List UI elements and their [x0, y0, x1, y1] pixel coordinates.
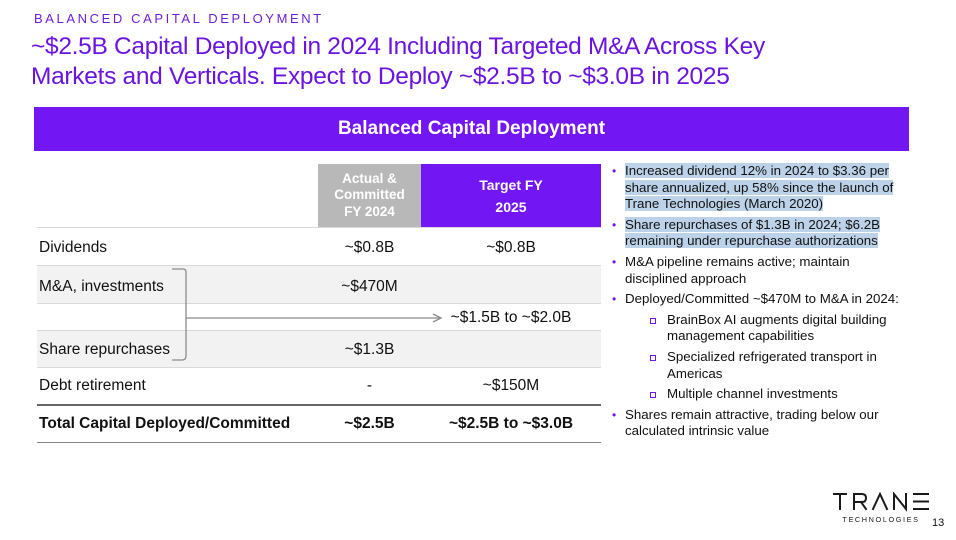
header-actual-line2: Committed	[334, 187, 405, 203]
row-label: Dividends	[39, 239, 108, 256]
row-target: ~$2.5B to ~$3.0B	[448, 415, 574, 432]
table-divider	[37, 265, 601, 266]
row-target: ~$1.5B to ~$2.0B	[450, 309, 572, 326]
table-divider	[37, 367, 601, 368]
bracket-arrow	[172, 268, 443, 361]
row-actual: ~$0.8B	[344, 239, 395, 256]
table-row-share-repurchases: Share repurchases ~$1.3B	[37, 331, 601, 367]
row-actual: ~$2.5B	[344, 415, 395, 432]
bullet-ma-deployed: Deployed/Committed ~$470M to M&A in 2024…	[612, 291, 912, 308]
row-label: Debt retirement	[39, 377, 146, 394]
table-divider-total	[37, 404, 601, 406]
table-divider	[37, 227, 601, 228]
table-divider	[37, 330, 601, 331]
table-row-dividends: Dividends ~$0.8B ~$0.8B	[37, 228, 601, 265]
bullet-text: Deployed/Committed ~$470M to M&A in 2024…	[625, 291, 899, 307]
sub-bullet-text: Specialized refrigerated transport in Am…	[667, 348, 877, 381]
bullet-shares-attractive: Shares remain attractive, trading below …	[612, 407, 912, 440]
logo-subtitle: TECHNOLOGIES	[842, 515, 919, 524]
table-divider	[37, 303, 601, 304]
header-target-line2: 2025	[495, 198, 527, 215]
row-target: ~$150M	[482, 377, 540, 394]
section-kicker: BALANCED CAPITAL DEPLOYMENT	[34, 11, 324, 26]
header-target-fy2025: Target FY 2025	[421, 164, 601, 227]
sub-bullet-text: Multiple channel investments	[667, 386, 838, 402]
row-label: Total Capital Deployed/Committed	[39, 415, 291, 432]
banner: Balanced Capital Deployment	[34, 107, 909, 151]
title-line-1: ~$2.5B Capital Deployed in 2024 Includin…	[31, 33, 765, 60]
row-actual: ~$470M	[341, 278, 398, 295]
trane-logo: TECHNOLOGIES	[833, 491, 931, 524]
table-row-debt-retirement: Debt retirement - ~$150M	[37, 368, 601, 404]
sub-bullet-text: BrainBox AI augments digital building ma…	[667, 311, 887, 344]
row-actual: ~$1.3B	[344, 341, 395, 358]
bullet-text: Share repurchases of $1.3B in 2024; $6.2…	[625, 216, 881, 249]
banner-title: Balanced Capital Deployment	[337, 118, 606, 139]
header-actual-line3: FY 2024	[344, 203, 395, 219]
table-row-total: Total Capital Deployed/Committed ~$2.5B …	[37, 406, 601, 442]
sub-bullet-brainbox: BrainBox AI augments digital building ma…	[612, 312, 912, 345]
title-line-2: Markets and Verticals. Expect to Deploy …	[31, 63, 730, 90]
page-title: ~$2.5B Capital Deployed in 2024 Includin…	[31, 32, 931, 92]
trane-logo-graphic: TECHNOLOGIES	[833, 491, 929, 524]
row-label: M&A, investments	[39, 278, 164, 295]
row-label: Share repurchases	[39, 341, 170, 358]
header-target-line1: Target FY	[479, 176, 543, 193]
table-bottom-border	[37, 442, 601, 443]
table-row-ma-investments: M&A, investments ~$470M	[37, 266, 601, 303]
bullet-text: Increased dividend 12% in 2024 to $3.36 …	[625, 163, 894, 212]
row-actual: -	[366, 377, 373, 394]
bullet-ma-pipeline: M&A pipeline remains active; maintain di…	[612, 254, 912, 287]
page-number: 13	[932, 517, 945, 529]
sub-bullet-refrigerated: Specialized refrigerated transport in Am…	[612, 349, 912, 382]
sub-bullet-channel: Multiple channel investments	[612, 386, 912, 403]
bullet-dividend: Increased dividend 12% in 2024 to $3.36 …	[612, 163, 912, 213]
bullet-text: M&A pipeline remains active; maintain di…	[625, 253, 850, 286]
bullet-list: Increased dividend 12% in 2024 to $3.36 …	[612, 163, 912, 444]
row-target: ~$0.8B	[486, 239, 536, 256]
bullet-text: Shares remain attractive, trading below …	[625, 406, 879, 439]
table-row-combined-target: ~$1.5B to ~$2.0B	[37, 304, 601, 330]
bullet-repurchases: Share repurchases of $1.3B in 2024; $6.2…	[612, 216, 912, 250]
header-actual-line1: Actual &	[342, 170, 397, 186]
header-actual-fy2024: Actual & Committed FY 2024	[318, 164, 421, 227]
